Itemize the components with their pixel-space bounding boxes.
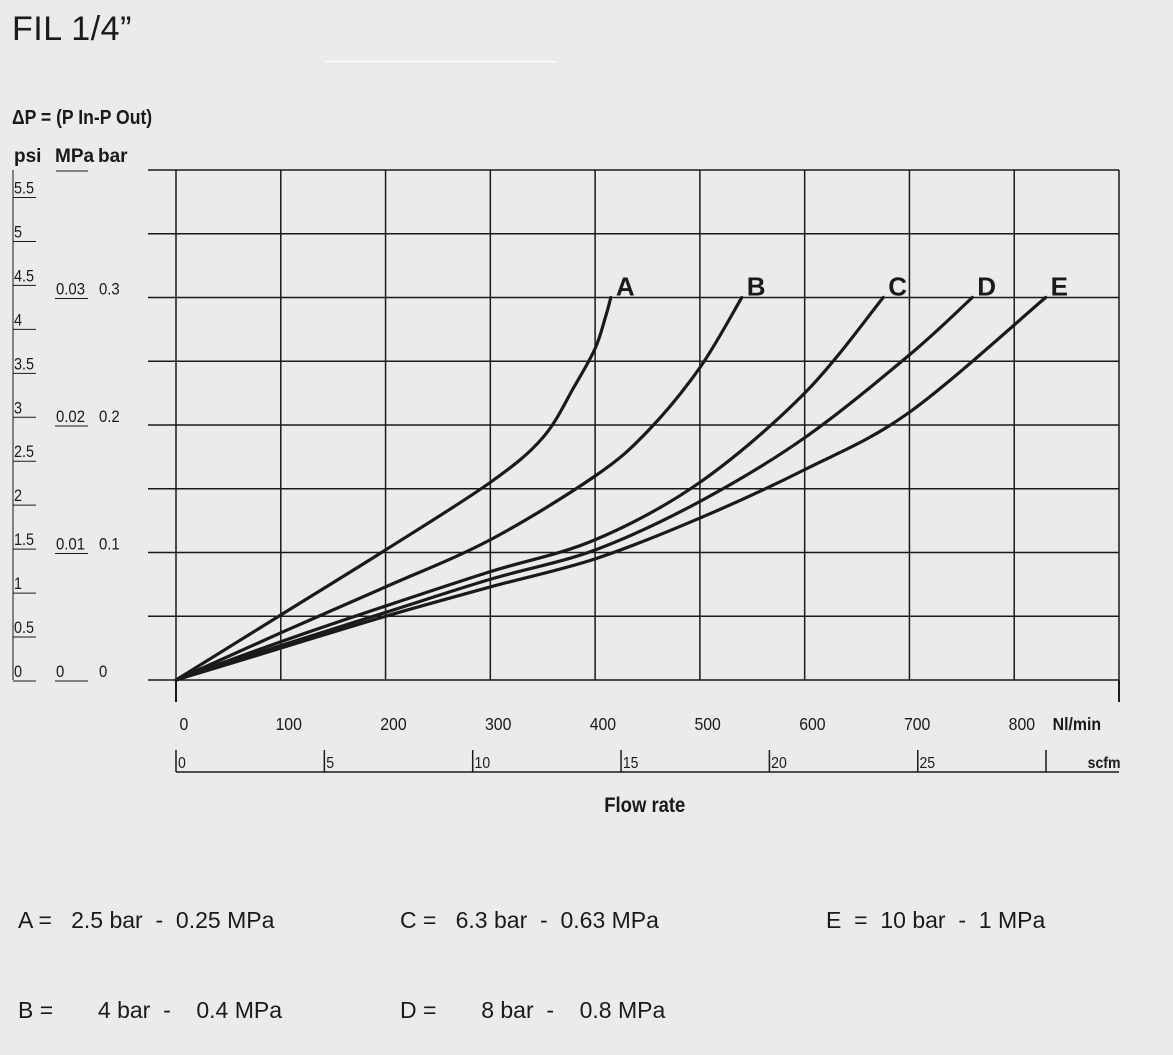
psi-tick-label: 3.5 <box>14 355 34 373</box>
mpa-tick-label: 0.02 <box>56 408 85 426</box>
psi-tick-label: 1.5 <box>14 531 34 549</box>
series-label-e: E <box>1051 272 1068 302</box>
psi-tick-label: 2.5 <box>14 443 34 461</box>
x-tick-label: 0 <box>180 714 189 734</box>
x-tick-label: 700 <box>904 714 930 734</box>
legend-col-1: A = 2.5 bar - 0.25 MPa B = 4 bar - 0.4 M… <box>18 845 282 1055</box>
title-divider <box>325 61 557 62</box>
page-title: FIL 1/4” <box>12 10 132 48</box>
bar-tick-label: 0.3 <box>99 281 120 299</box>
bar-tick-label: 0.1 <box>99 536 120 554</box>
mpa-tick-label: 0 <box>56 663 64 681</box>
legend-col-3: E = 10 bar - 1 MPa <box>826 845 1045 965</box>
psi-tick-label: 0.5 <box>14 619 34 637</box>
x-tick-label: 800 <box>1009 714 1035 734</box>
bar-tick-label: 0 <box>99 663 107 681</box>
psi-tick-label: 2 <box>14 487 22 505</box>
psi-tick-label: 5.5 <box>14 179 34 197</box>
legend-item-d: D = 8 bar - 0.8 MPa <box>400 997 666 1023</box>
scfm-unit-label: scfm <box>1088 754 1121 772</box>
pressure-drop-chart: ΔP = (P In-P Out) psi MPa bar 5.5 5 4.5 4 3.5 3 2.… <box>12 106 1121 817</box>
scfm-tick-label: 25 <box>919 754 935 772</box>
series-line-a <box>174 295 613 682</box>
legend-item-e: E = 10 bar - 1 MPa <box>826 907 1046 933</box>
series-line-d <box>174 295 974 682</box>
psi-tick-label: 4.5 <box>14 267 34 285</box>
x-tick-label: 200 <box>380 714 406 734</box>
x-unit-label: Nl/min <box>1053 714 1101 734</box>
series-line-e <box>174 295 1048 682</box>
scfm-tick-label: 0 <box>178 754 186 772</box>
legend-item-c: C = 6.3 bar - 0.63 MPa <box>400 907 659 933</box>
mpa-tick-label: 0.03 <box>56 281 85 299</box>
legend-col-2: C = 6.3 bar - 0.63 MPa D = 8 bar - 0.8 M… <box>400 845 665 1055</box>
scfm-tick-label: 10 <box>475 754 491 772</box>
bar-unit-label: bar <box>98 146 128 167</box>
series-line-c <box>174 295 885 682</box>
psi-tick-label: 4 <box>14 311 22 329</box>
psi-tick-label: 5 <box>14 223 22 241</box>
bar-tick-label: 0.2 <box>99 408 120 426</box>
series-label-a: A <box>616 272 635 302</box>
psi-tick-label: 0 <box>14 663 22 681</box>
scfm-tick-label: 20 <box>771 754 787 772</box>
x-tick-label: 500 <box>694 714 720 734</box>
series-label-b: B <box>747 272 766 302</box>
legend-item-b: B = 4 bar - 0.4 MPa <box>18 997 282 1023</box>
series-label-d: D <box>977 272 996 302</box>
legend-item-a: A = 2.5 bar - 0.25 MPa <box>18 907 275 933</box>
x-tick-label: 600 <box>799 714 825 734</box>
psi-unit-label: psi <box>14 146 41 167</box>
x-axis-title: Flow rate <box>604 794 685 817</box>
psi-tick-label: 3 <box>14 399 22 417</box>
x-tick-label: 400 <box>590 714 616 734</box>
mpa-unit-label: MPa <box>55 146 95 167</box>
scfm-tick-label: 15 <box>623 754 639 772</box>
x-tick-label: 300 <box>485 714 511 734</box>
series-line-b <box>174 295 744 682</box>
mpa-tick-label: 0.01 <box>56 536 85 554</box>
series-label-c: C <box>888 272 907 302</box>
psi-tick-label: 1 <box>14 575 22 593</box>
scfm-tick-label: 5 <box>326 754 334 772</box>
x-tick-label: 100 <box>275 714 301 734</box>
y-axis-title: ΔP = (P In-P Out) <box>12 106 152 128</box>
